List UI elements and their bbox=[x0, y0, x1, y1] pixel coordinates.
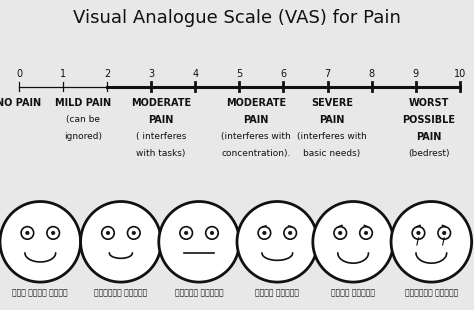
Ellipse shape bbox=[47, 227, 59, 239]
Text: concentration).: concentration). bbox=[221, 149, 291, 158]
Text: 4: 4 bbox=[192, 69, 198, 79]
Text: POSSIBLE: POSSIBLE bbox=[402, 115, 456, 125]
Text: WORST: WORST bbox=[409, 98, 449, 108]
Ellipse shape bbox=[128, 227, 140, 239]
Text: ( interferes: ( interferes bbox=[136, 132, 186, 141]
Ellipse shape bbox=[360, 227, 372, 239]
Ellipse shape bbox=[81, 202, 161, 282]
Text: भामूली दर्द।: भामूली दर्द। bbox=[94, 288, 147, 297]
Text: 7: 7 bbox=[324, 69, 331, 79]
Ellipse shape bbox=[0, 202, 81, 282]
Text: (interferes with: (interferes with bbox=[297, 132, 367, 141]
Ellipse shape bbox=[258, 227, 271, 239]
Text: 2: 2 bbox=[104, 69, 110, 79]
Text: MODERATE: MODERATE bbox=[226, 98, 286, 108]
Text: MILD PAIN: MILD PAIN bbox=[55, 98, 111, 108]
Text: 9: 9 bbox=[413, 69, 419, 79]
Text: with tasks): with tasks) bbox=[137, 149, 186, 158]
Text: (bedrest): (bedrest) bbox=[408, 149, 450, 158]
Ellipse shape bbox=[159, 202, 239, 282]
Ellipse shape bbox=[21, 227, 34, 239]
Text: 0: 0 bbox=[16, 69, 22, 79]
Text: (interferes with: (interferes with bbox=[221, 132, 291, 141]
Text: बहुत दर्द।: बहुत दर्द। bbox=[331, 288, 375, 297]
Ellipse shape bbox=[443, 231, 446, 235]
Ellipse shape bbox=[26, 231, 29, 235]
Ellipse shape bbox=[313, 202, 393, 282]
Text: SEVERE: SEVERE bbox=[311, 98, 353, 108]
Text: असहनीम दर्द।: असहनीम दर्द। bbox=[405, 288, 458, 297]
Text: (can be: (can be bbox=[66, 115, 100, 124]
Ellipse shape bbox=[365, 231, 368, 235]
Ellipse shape bbox=[284, 227, 296, 239]
Text: थोड़ा दर्द।: थोड़ा दर्द। bbox=[175, 288, 223, 297]
Text: 10: 10 bbox=[454, 69, 466, 79]
Ellipse shape bbox=[237, 202, 318, 282]
Ellipse shape bbox=[184, 231, 188, 235]
Text: 1: 1 bbox=[60, 69, 66, 79]
Text: PAIN: PAIN bbox=[148, 115, 174, 125]
Ellipse shape bbox=[102, 227, 114, 239]
Text: 3: 3 bbox=[148, 69, 154, 79]
Text: Visual Analogue Scale (VAS) for Pain: Visual Analogue Scale (VAS) for Pain bbox=[73, 9, 401, 27]
Ellipse shape bbox=[338, 231, 342, 235]
Text: ignored): ignored) bbox=[64, 132, 102, 141]
Ellipse shape bbox=[52, 231, 55, 235]
Text: PAIN: PAIN bbox=[243, 115, 269, 125]
Ellipse shape bbox=[263, 231, 266, 235]
Ellipse shape bbox=[180, 227, 192, 239]
Text: MODERATE: MODERATE bbox=[131, 98, 191, 108]
Text: basic needs): basic needs) bbox=[303, 149, 360, 158]
Text: 8: 8 bbox=[369, 69, 374, 79]
Ellipse shape bbox=[210, 231, 214, 235]
Text: 6: 6 bbox=[281, 69, 286, 79]
Ellipse shape bbox=[132, 231, 136, 235]
Ellipse shape bbox=[438, 227, 450, 239]
Ellipse shape bbox=[106, 231, 109, 235]
Text: 5: 5 bbox=[236, 69, 243, 79]
Ellipse shape bbox=[417, 231, 420, 235]
Text: PAIN: PAIN bbox=[416, 132, 442, 142]
Ellipse shape bbox=[412, 227, 425, 239]
Ellipse shape bbox=[391, 202, 472, 282]
Text: NO PAIN: NO PAIN bbox=[0, 98, 42, 108]
Text: PAIN: PAIN bbox=[319, 115, 345, 125]
Ellipse shape bbox=[206, 227, 218, 239]
Ellipse shape bbox=[289, 231, 292, 235]
Text: काफी दर्द।: काफी दर्द। bbox=[255, 288, 299, 297]
Ellipse shape bbox=[334, 227, 346, 239]
Text: कोई दर्द नही।: कोई दर्द नही। bbox=[12, 288, 68, 297]
